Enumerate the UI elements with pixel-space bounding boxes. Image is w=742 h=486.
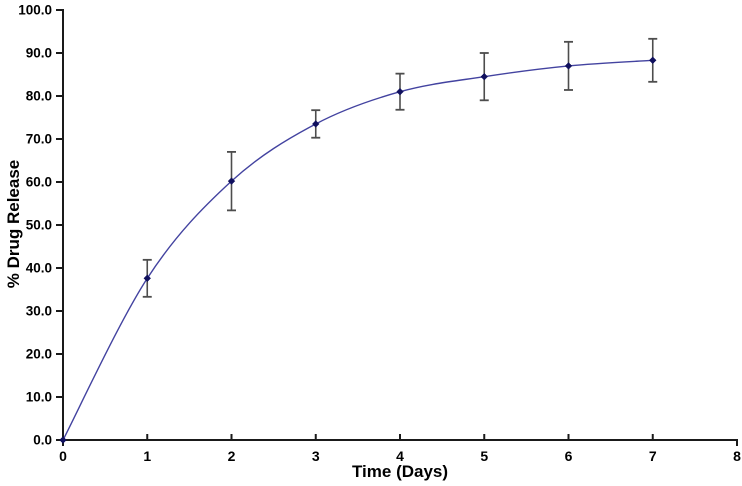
x-tick-label: 8 bbox=[733, 448, 741, 464]
y-tick-label: 80.0 bbox=[26, 89, 52, 104]
data-point-day-2 bbox=[227, 177, 236, 185]
data-point-day-0 bbox=[59, 436, 67, 444]
drug-release-line bbox=[62, 59, 653, 441]
data-point-day-4 bbox=[396, 87, 404, 96]
data-point-day-3 bbox=[311, 120, 320, 128]
y-tick-label: 10.0 bbox=[26, 390, 52, 405]
data-point-day-5 bbox=[480, 72, 489, 81]
y-axis-title: % Drug Release bbox=[4, 159, 23, 289]
x-tick-label: 5 bbox=[480, 448, 488, 464]
x-tick-label: 7 bbox=[649, 448, 657, 464]
y-tick-label: 70.0 bbox=[26, 132, 52, 147]
y-tick-label: 100.0 bbox=[18, 3, 52, 18]
y-tick-label: 0.0 bbox=[33, 433, 52, 448]
y-tick-label: 40.0 bbox=[26, 261, 52, 276]
x-tick-label: 1 bbox=[143, 448, 151, 464]
data-point-day-7 bbox=[648, 56, 657, 65]
x-tick-label: 4 bbox=[396, 448, 404, 464]
y-tick-label: 60.0 bbox=[26, 175, 52, 190]
y-tick-label: 20.0 bbox=[26, 347, 52, 362]
data-point-day-1 bbox=[143, 274, 152, 283]
x-tick-label: 0 bbox=[59, 448, 67, 464]
x-tick-label: 3 bbox=[312, 448, 320, 464]
y-tick-label: 90.0 bbox=[26, 46, 52, 61]
x-tick-label: 2 bbox=[228, 448, 236, 464]
x-tick-label: 6 bbox=[565, 448, 573, 464]
data-point-day-6 bbox=[564, 62, 573, 70]
x-axis-title: Time (Days) bbox=[351, 462, 449, 481]
y-tick-label: 50.0 bbox=[26, 218, 52, 233]
y-tick-label: 30.0 bbox=[26, 304, 52, 319]
